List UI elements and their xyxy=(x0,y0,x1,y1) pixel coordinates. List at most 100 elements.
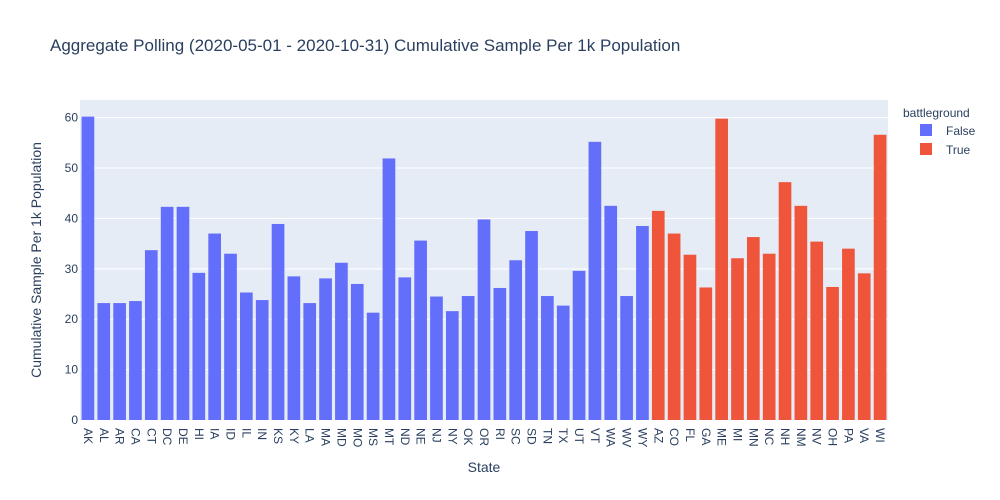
x-tick-label: HI xyxy=(192,428,206,440)
y-tick-label: 30 xyxy=(65,262,79,276)
bar-ia[interactable] xyxy=(208,233,222,420)
x-tick-label: NM xyxy=(794,428,808,447)
bar-wa[interactable] xyxy=(604,205,618,420)
bar-ri[interactable] xyxy=(493,287,507,420)
bar-ca[interactable] xyxy=(129,301,142,420)
x-tick-label: NJ xyxy=(429,428,443,443)
x-tick-label: SD xyxy=(525,428,539,445)
bar-ut[interactable] xyxy=(572,270,586,420)
x-tick-label: WA xyxy=(604,428,618,447)
bar-la[interactable] xyxy=(303,303,317,420)
bar-az[interactable] xyxy=(651,210,665,420)
x-tick-label: CO xyxy=(667,428,681,446)
x-tick-label: KS xyxy=(271,428,285,444)
y-tick-label: 20 xyxy=(65,312,79,326)
x-tick-label: NY xyxy=(445,428,459,445)
x-tick-label: LA xyxy=(303,428,317,443)
bar-ga[interactable] xyxy=(699,287,713,420)
bar-or[interactable] xyxy=(477,219,491,420)
bar-de[interactable] xyxy=(176,206,190,420)
legend-swatch-true[interactable] xyxy=(920,143,932,155)
x-tick-label: SC xyxy=(509,428,523,445)
bar-ma[interactable] xyxy=(319,278,332,420)
x-tick-label: VA xyxy=(857,428,871,443)
bar-in[interactable] xyxy=(255,300,269,420)
bar-mi[interactable] xyxy=(731,258,744,420)
x-tick-label: KY xyxy=(287,428,301,444)
y-tick-label: 40 xyxy=(65,211,79,225)
bar-pa[interactable] xyxy=(842,248,855,420)
x-tick-label: MI xyxy=(730,428,744,441)
bar-sd[interactable] xyxy=(525,231,538,420)
bar-il[interactable] xyxy=(240,292,253,420)
bars xyxy=(81,116,887,421)
bar-mn[interactable] xyxy=(746,237,760,420)
bar-ny[interactable] xyxy=(445,311,459,420)
chart-title: Aggregate Polling (2020-05-01 - 2020-10-… xyxy=(50,36,680,55)
legend-label-true[interactable]: True xyxy=(946,143,971,157)
x-tick-label: RI xyxy=(493,428,507,440)
x-tick-label: AL xyxy=(97,428,111,443)
bar-id[interactable] xyxy=(224,253,237,420)
bar-oh[interactable] xyxy=(826,286,839,420)
bar-nv[interactable] xyxy=(810,241,824,420)
legend-swatch-false[interactable] xyxy=(920,124,932,136)
x-tick-label: MA xyxy=(319,428,333,446)
bar-vt[interactable] xyxy=(588,141,602,420)
bar-co[interactable] xyxy=(667,233,681,420)
legend-label-false[interactable]: False xyxy=(946,124,976,138)
x-tick-label: OR xyxy=(477,428,491,446)
bar-me[interactable] xyxy=(715,118,728,421)
bar-ct[interactable] xyxy=(144,250,158,420)
bar-hi[interactable] xyxy=(192,272,206,420)
x-tick-label: NH xyxy=(778,428,792,445)
bar-ok[interactable] xyxy=(461,296,475,420)
bar-ky[interactable] xyxy=(287,276,301,420)
bar-md[interactable] xyxy=(335,262,348,420)
bar-ne[interactable] xyxy=(414,240,427,420)
bar-mo[interactable] xyxy=(350,283,364,420)
legend: battleground False True xyxy=(903,106,976,157)
x-tick-label: UT xyxy=(572,428,586,445)
x-tick-label: PA xyxy=(841,428,855,443)
bar-dc[interactable] xyxy=(160,206,174,420)
bar-wi[interactable] xyxy=(873,134,887,420)
x-tick-label: AR xyxy=(113,428,127,445)
bar-tn[interactable] xyxy=(541,296,554,420)
bar-ak[interactable] xyxy=(81,116,95,421)
x-tick-label: AK xyxy=(81,428,95,444)
bar-al[interactable] xyxy=(97,303,111,420)
bar-nj[interactable] xyxy=(430,296,443,420)
x-tick-label: IL xyxy=(239,428,253,438)
bar-va[interactable] xyxy=(857,273,871,420)
x-axis-title: State xyxy=(468,459,501,475)
bar-nm[interactable] xyxy=(794,205,808,420)
bar-fl[interactable] xyxy=(683,254,697,420)
x-tick-label: NE xyxy=(414,428,428,445)
y-axis-title: Cumulative Sample Per 1k Population xyxy=(28,142,44,378)
x-tick-label: ME xyxy=(715,428,729,446)
x-tick-label: DC xyxy=(160,428,174,446)
y-tick-label: 10 xyxy=(65,363,79,377)
y-axis-ticks: 0 10 20 30 40 50 60 xyxy=(65,111,79,427)
bar-wv[interactable] xyxy=(620,296,633,420)
bar-ks[interactable] xyxy=(271,223,285,420)
x-tick-label: IN xyxy=(255,428,269,440)
x-tick-label: WI xyxy=(873,428,887,443)
x-tick-label: NC xyxy=(762,428,776,446)
x-tick-label: ND xyxy=(398,428,412,446)
bar-tx[interactable] xyxy=(556,305,570,420)
bar-nd[interactable] xyxy=(398,277,412,420)
x-axis-ticks: AK AL AR CA CT DC DE HI IA ID IL IN KS KY LA MA MD MO MS MT… xyxy=(81,428,887,447)
bar-nc[interactable] xyxy=(762,253,776,420)
bar-ar[interactable] xyxy=(113,303,126,420)
x-tick-label: WY xyxy=(635,428,649,447)
bar-mt[interactable] xyxy=(382,158,396,420)
legend-title: battleground xyxy=(903,106,970,120)
bar-sc[interactable] xyxy=(509,260,523,420)
bar-nh[interactable] xyxy=(778,182,792,420)
y-tick-label: 0 xyxy=(71,413,78,427)
bar-ms[interactable] xyxy=(366,312,380,420)
bar-wy[interactable] xyxy=(636,225,649,420)
